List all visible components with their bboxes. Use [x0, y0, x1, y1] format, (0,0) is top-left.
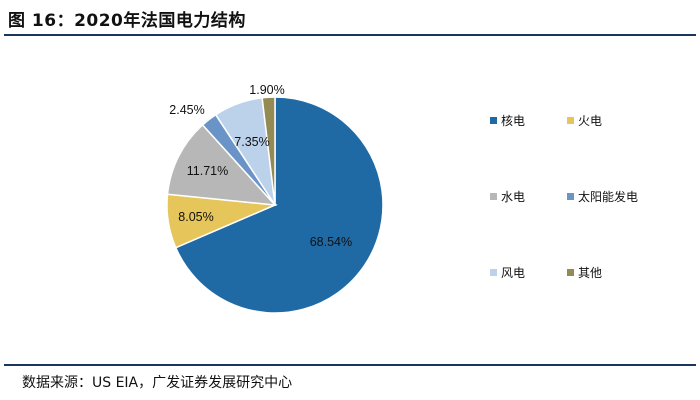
legend-swatch-6 [567, 269, 574, 276]
legend-label-6: 其他 [578, 266, 602, 280]
source-note: 数据来源：US EIA，广发证券发展研究中心 [22, 375, 293, 391]
legend-label-2: 火电 [578, 114, 602, 128]
slice-4-label: 2.45% [169, 103, 204, 117]
legend-swatch-4 [567, 193, 574, 200]
slice-1-wedge [174, 96, 384, 314]
legend-label-1: 核电 [501, 114, 525, 128]
slice-6-wedge [261, 96, 276, 206]
slice-2-label: 8.05% [178, 210, 213, 224]
bottom-rule [4, 364, 696, 366]
slice-6-label: 1.90% [249, 83, 284, 97]
legend-swatch-3 [490, 193, 497, 200]
legend-swatch-5 [490, 269, 497, 276]
slice-5-label: 7.35% [234, 135, 269, 149]
top-rule [4, 34, 696, 36]
legend-label-4: 太阳能发电 [578, 189, 638, 204]
slice-1-label: 68.54% [310, 235, 352, 249]
legend-label-3: 水电 [501, 190, 525, 204]
legend-swatch-1 [490, 117, 497, 124]
legend-label-5: 风电 [501, 266, 525, 280]
figure-title: 图 16：2020年法国电力结构 [8, 11, 246, 31]
slice-3-label: 11.71% [187, 164, 228, 178]
slice-3-wedge [166, 123, 277, 206]
legend-swatch-2 [567, 117, 574, 124]
